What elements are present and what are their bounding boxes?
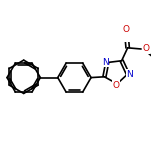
Text: N: N: [102, 58, 109, 67]
Text: O: O: [113, 81, 120, 90]
Text: O: O: [142, 45, 149, 54]
Text: O: O: [123, 25, 130, 34]
Text: N: N: [126, 70, 133, 79]
